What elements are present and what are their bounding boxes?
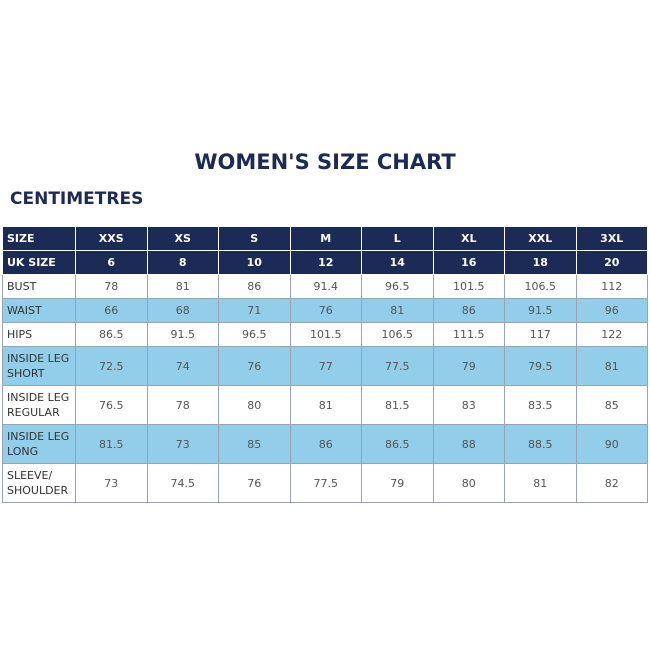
cell: 74.5 — [146, 463, 219, 503]
cell: 77.5 — [361, 346, 434, 386]
cell: 86.5 — [75, 322, 148, 347]
cell: 86 — [289, 424, 362, 464]
cell: 122 — [575, 322, 648, 347]
cell: S — [218, 226, 291, 251]
cell: 76.5 — [75, 385, 148, 425]
cell: 91.5 — [146, 322, 219, 347]
table-row: WAIST 66 68 71 76 81 86 91.5 96 — [2, 298, 648, 323]
cell: 14 — [361, 250, 434, 275]
row-label: INSIDE LEG LONG — [2, 424, 76, 464]
cell: 79 — [432, 346, 505, 386]
cell: XXL — [504, 226, 577, 251]
row-label: SIZE — [2, 226, 76, 251]
cell: L — [361, 226, 434, 251]
cell: 101.5 — [432, 274, 505, 299]
row-label: INSIDE LEG SHORT — [2, 346, 76, 386]
cell: M — [289, 226, 362, 251]
row-label: SLEEVE/ SHOULDER — [2, 463, 76, 503]
cell: 106.5 — [361, 322, 434, 347]
cell: 68 — [146, 298, 219, 323]
cell: 77.5 — [289, 463, 362, 503]
cell: 12 — [289, 250, 362, 275]
cell: 73 — [75, 463, 148, 503]
table-row: SIZE XXS XS S M L XL XXL 3XL — [2, 226, 648, 251]
cell: 8 — [146, 250, 219, 275]
row-label: UK SIZE — [2, 250, 76, 275]
cell: 96.5 — [361, 274, 434, 299]
cell: 86 — [218, 274, 291, 299]
table-row: INSIDE LEG LONG 81.5 73 85 86 86.5 88 88.5 90 — [2, 424, 648, 464]
row-label: HIPS — [2, 322, 76, 347]
cell: 91.5 — [504, 298, 577, 323]
table-row: INSIDE LEG SHORT 72.5 74 76 77 77.5 79 79.5 81 — [2, 346, 648, 386]
cell: 106.5 — [504, 274, 577, 299]
cell: 72.5 — [75, 346, 148, 386]
cell: 88 — [432, 424, 505, 464]
cell: 81.5 — [361, 385, 434, 425]
cell: 74 — [146, 346, 219, 386]
cell: 10 — [218, 250, 291, 275]
cell: 81 — [504, 463, 577, 503]
cell: 83.5 — [504, 385, 577, 425]
row-label: INSIDE LEG REGULAR — [2, 385, 76, 425]
cell: 76 — [289, 298, 362, 323]
cell: 81 — [361, 298, 434, 323]
cell: 71 — [218, 298, 291, 323]
subtitle: CENTIMETRES — [10, 189, 144, 209]
cell: 81 — [289, 385, 362, 425]
table-row: BUST 78 81 86 91.4 96.5 101.5 106.5 112 — [2, 274, 648, 299]
cell: 76 — [218, 463, 291, 503]
cell: 96 — [575, 298, 648, 323]
table-row: UK SIZE 6 8 10 12 14 16 18 20 — [2, 250, 648, 275]
cell: 88.5 — [504, 424, 577, 464]
cell: 86 — [432, 298, 505, 323]
title: WOMEN'S SIZE CHART — [194, 150, 456, 174]
row-label: BUST — [2, 274, 76, 299]
cell: 96.5 — [218, 322, 291, 347]
cell: 3XL — [575, 226, 648, 251]
cell: 76 — [218, 346, 291, 386]
row-label: WAIST — [2, 298, 76, 323]
cell: XXS — [75, 226, 148, 251]
cell: 78 — [146, 385, 219, 425]
cell: 81.5 — [75, 424, 148, 464]
cell: 20 — [575, 250, 648, 275]
cell: 111.5 — [432, 322, 505, 347]
cell: 101.5 — [289, 322, 362, 347]
cell: 86.5 — [361, 424, 434, 464]
cell: 85 — [218, 424, 291, 464]
size-table: SIZE XXS XS S M L XL XXL 3XL UK SIZE 6 8 10 12 14 16 18 2… — [2, 226, 648, 503]
cell: 83 — [432, 385, 505, 425]
cell: 6 — [75, 250, 148, 275]
cell: 82 — [575, 463, 648, 503]
table-row: INSIDE LEG REGULAR 76.5 78 80 81 81.5 83 83.5 85 — [2, 385, 648, 425]
cell: 85 — [575, 385, 648, 425]
cell: 18 — [504, 250, 577, 275]
cell: 81 — [575, 346, 648, 386]
cell: 16 — [432, 250, 505, 275]
cell: XS — [146, 226, 219, 251]
cell: XL — [432, 226, 505, 251]
cell: 79 — [361, 463, 434, 503]
cell: 80 — [432, 463, 505, 503]
table-row: HIPS 86.5 91.5 96.5 101.5 106.5 111.5 117 122 — [2, 322, 648, 347]
cell: 73 — [146, 424, 219, 464]
cell: 77 — [289, 346, 362, 386]
cell: 66 — [75, 298, 148, 323]
cell: 79.5 — [504, 346, 577, 386]
cell: 80 — [218, 385, 291, 425]
cell: 78 — [75, 274, 148, 299]
cell: 117 — [504, 322, 577, 347]
cell: 91.4 — [289, 274, 362, 299]
cell: 90 — [575, 424, 648, 464]
table-row: SLEEVE/ SHOULDER 73 74.5 76 77.5 79 80 81 82 — [2, 463, 648, 503]
cell: 81 — [146, 274, 219, 299]
cell: 112 — [575, 274, 648, 299]
